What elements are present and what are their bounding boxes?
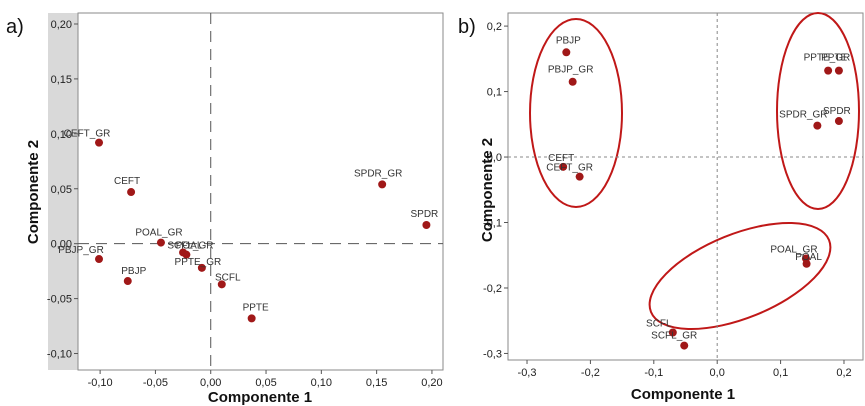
group-ellipse-3 [648, 221, 832, 331]
point-label-ppte-gr: PPTE_GR [175, 257, 222, 268]
y-tick-label: -0,3 [483, 348, 502, 360]
point-ceft [127, 188, 136, 197]
point-ceft-gr [575, 172, 584, 181]
panel-b-y-axis-label: Componente 2 [479, 138, 496, 242]
point-label-ceft: CEFT [114, 176, 140, 187]
point-ppte [247, 314, 256, 323]
point-ppte [824, 66, 833, 75]
point-label-poal: POAL [795, 252, 822, 263]
point-label-scfl: SCFL [215, 272, 241, 283]
panel-b-plot-area [507, 12, 864, 361]
point-label-scfl: SCFL [646, 319, 672, 330]
y-tick-label: 0,00 [51, 239, 72, 251]
point-label-ceft-gr: CEFT_GR [546, 163, 593, 174]
point-label-spdr-gr: SPDR_GR [779, 110, 827, 121]
y-tick-label: -0,10 [47, 349, 72, 361]
point-scfl [668, 328, 677, 337]
panel-b-group-ellipses [529, 12, 860, 331]
panel-a-letter: a) [6, 16, 24, 38]
x-tick-label: 0,20 [421, 377, 442, 389]
y-tick-label: 0,2 [487, 21, 502, 33]
x-tick-label: 0,00 [200, 377, 221, 389]
y-tick-label: 0,05 [51, 184, 72, 196]
point-spdr [422, 221, 431, 230]
point-label-poal-gr: POAL_GR [135, 228, 182, 239]
point-label-ppte: PPTE [821, 53, 847, 64]
y-tick-label: 0,1 [487, 87, 502, 99]
panel-a-x-axis-label: Componente 1 [208, 389, 312, 406]
x-tick-label: -0,10 [88, 377, 113, 389]
point-poal-gr [156, 238, 165, 247]
point-label-spdr: SPDR [411, 209, 439, 220]
group-ellipse-2 [776, 12, 860, 210]
y-tick-label: 0,10 [51, 129, 72, 141]
x-tick-label: 0,15 [366, 377, 387, 389]
point-label-pbjp-gr: PBJP_GR [548, 65, 594, 76]
panel-a-y-axis-label: Componente 2 [25, 140, 42, 244]
point-label-poal: POAL [176, 240, 203, 251]
point-spdr [834, 117, 843, 126]
point-label-ceft: CEFT [548, 153, 574, 164]
y-tick-label: -0,2 [483, 283, 502, 295]
x-tick-label: 0,05 [255, 377, 276, 389]
point-ceft-gr [95, 138, 104, 147]
x-tick-label: 0,1 [773, 367, 788, 379]
point-pbjp-gr [95, 255, 104, 264]
point-label-pbjp-gr: PBJP_GR [58, 245, 104, 256]
point-pbjp-gr [568, 77, 577, 86]
y-tick-label: 0,15 [51, 74, 72, 86]
point-scfl-gr [182, 250, 191, 259]
panel-a-marks: -0,10 -0,05 0,00 0,05 0,10 0,15 0,20 -0,10 -0,05… [47, 13, 443, 389]
point-label-ppte-gr: PPTE_GR [804, 53, 851, 64]
point-ppte-gr [197, 263, 206, 272]
point-label-spdr-gr: SPDR_GR [354, 168, 402, 179]
panel-a: a) -0,10 -0,05 0,00 0,05 0,10 0,15 0,20-0,10-0… [6, 12, 444, 406]
point-label-poal-gr: POAL_GR [770, 245, 817, 256]
point-label-ceft-gr: CEFT_GR [64, 129, 111, 140]
point-ppte-gr [834, 66, 843, 75]
x-tick-label: -0,2 [581, 367, 600, 379]
panel-b: b) -0,3 -0,2 -0,1 0,0 0,1 0,2 -0,3 -0,2 -0,1 0,0 0… [458, 12, 864, 403]
x-tick-label: -0,05 [143, 377, 168, 389]
y-tick-label: 0,0 [487, 152, 502, 164]
point-label-ppte: PPTE [243, 302, 269, 313]
x-tick-label: 0,10 [311, 377, 332, 389]
point-ceft [559, 162, 568, 171]
y-tick-label: -0,1 [483, 218, 502, 230]
x-tick-label: 0,2 [836, 367, 851, 379]
point-label-pbjp: PBJP [121, 266, 146, 277]
panel-a-plot-area [77, 12, 444, 371]
panel-b-letter: b) [458, 16, 476, 38]
point-label-pbjp: PBJP [556, 35, 581, 46]
point-pbjp [562, 48, 571, 57]
point-spdr-gr [378, 180, 387, 189]
panel-b-marks: -0,3 -0,2 -0,1 0,0 0,1 0,2 -0,3 -0,2 -0,1 0,0 0,1 0… [483, 13, 863, 379]
x-tick-label: -0,1 [644, 367, 663, 379]
x-tick-label: 0,0 [710, 367, 725, 379]
point-scfl [217, 280, 226, 289]
point-poal [802, 259, 811, 268]
y-tick-label: 0,20 [51, 19, 72, 31]
x-tick-label: -0,3 [518, 367, 537, 379]
group-ellipse-1 [529, 18, 623, 208]
y-tick-label: -0,05 [47, 294, 72, 306]
panel-b-x-axis-label: Componente 1 [631, 386, 735, 403]
point-scfl-gr [680, 341, 689, 350]
point-pbjp [123, 277, 132, 286]
point-label-scfl-gr: SCFL_GR [167, 241, 213, 252]
point-label-scfl-gr: SCFL_GR [651, 331, 697, 342]
point-spdr-gr [813, 121, 822, 130]
point-label-spdr: SPDR [823, 106, 851, 117]
